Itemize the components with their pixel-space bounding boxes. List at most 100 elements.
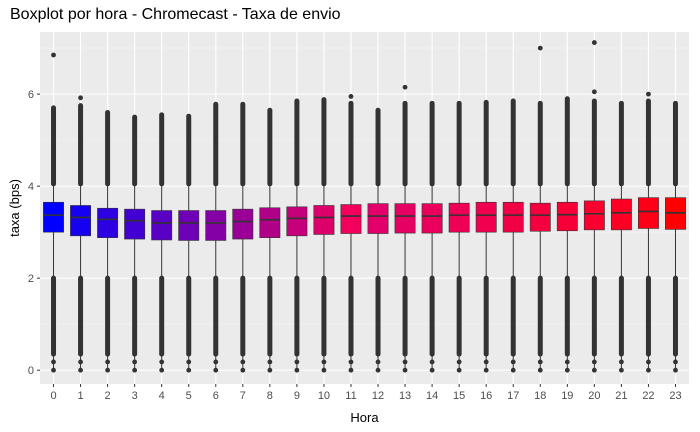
y-tick-label: 4 bbox=[28, 181, 34, 193]
outlier-point bbox=[267, 359, 273, 365]
outlier-point bbox=[456, 359, 462, 365]
outlier-point bbox=[321, 359, 327, 365]
outlier-point bbox=[591, 89, 597, 95]
outlier-point bbox=[51, 367, 56, 373]
outlier-point bbox=[510, 367, 516, 373]
box-body bbox=[124, 208, 146, 240]
box-hour-20 bbox=[583, 40, 605, 373]
outlier-point bbox=[240, 359, 246, 365]
x-tick-label: 18 bbox=[534, 390, 546, 402]
outlier-point bbox=[186, 367, 192, 373]
outlier-point bbox=[618, 359, 624, 365]
box-body bbox=[232, 208, 254, 240]
box-hour-3 bbox=[124, 114, 146, 373]
outlier-point bbox=[51, 359, 56, 365]
box-hour-7 bbox=[232, 101, 254, 373]
outlier-point bbox=[510, 359, 516, 365]
outlier-point bbox=[321, 367, 327, 373]
box-hour-0 bbox=[43, 52, 64, 373]
box-hour-8 bbox=[259, 107, 281, 373]
boxplot-series bbox=[43, 40, 686, 373]
outlier-point bbox=[132, 359, 138, 365]
box-hour-6 bbox=[205, 101, 227, 373]
outlier-point bbox=[591, 40, 597, 45]
outlier-point bbox=[537, 45, 543, 51]
x-tick-label: 12 bbox=[372, 390, 384, 402]
x-tick-label: 21 bbox=[615, 390, 627, 402]
x-tick-label: 8 bbox=[267, 390, 273, 402]
outlier-point bbox=[51, 52, 56, 58]
outlier-point bbox=[646, 359, 651, 365]
box-body bbox=[70, 205, 92, 237]
box-body bbox=[286, 206, 308, 237]
box-body bbox=[313, 205, 335, 235]
outlier-point bbox=[673, 359, 678, 365]
box-hour-17 bbox=[502, 98, 524, 373]
y-axis: 0 2 4 6 bbox=[28, 89, 40, 377]
x-tick-label: 19 bbox=[561, 390, 573, 402]
x-tick-label: 4 bbox=[159, 390, 165, 402]
x-tick-label: 7 bbox=[240, 390, 246, 402]
box-body bbox=[502, 201, 524, 233]
box-hour-4 bbox=[151, 112, 173, 373]
x-tick-label: 2 bbox=[105, 390, 111, 402]
outlier-point bbox=[429, 367, 435, 373]
box-hour-11 bbox=[340, 94, 362, 373]
chart-title: Boxplot por hora - Chromecast - Taxa de … bbox=[10, 6, 341, 23]
box-hour-23 bbox=[665, 100, 686, 373]
outlier-point bbox=[402, 367, 408, 373]
outlier-point bbox=[267, 367, 273, 373]
box-body bbox=[43, 201, 64, 233]
outlier-point bbox=[240, 367, 246, 373]
box-body bbox=[583, 200, 605, 231]
outlier-point bbox=[591, 359, 597, 365]
box-body bbox=[259, 207, 281, 238]
outlier-point bbox=[294, 367, 300, 373]
outlier-point bbox=[348, 367, 354, 373]
outlier-point bbox=[375, 359, 381, 365]
outlier-point bbox=[186, 359, 192, 365]
outlier-point bbox=[483, 359, 489, 365]
box-body bbox=[637, 197, 659, 229]
outlier-point bbox=[105, 359, 111, 365]
box-body bbox=[421, 203, 443, 234]
outlier-point bbox=[132, 367, 138, 373]
x-tick-label: 17 bbox=[507, 390, 519, 402]
x-tick-label: 5 bbox=[186, 390, 192, 402]
x-tick-label: 13 bbox=[399, 390, 411, 402]
y-tick-label: 6 bbox=[28, 89, 34, 101]
outlier-point bbox=[294, 359, 300, 365]
x-tick-label: 1 bbox=[78, 390, 84, 402]
box-hour-10 bbox=[313, 97, 335, 373]
outlier-point bbox=[564, 367, 570, 373]
outlier-point bbox=[564, 359, 570, 365]
outlier-point bbox=[159, 367, 165, 373]
box-body bbox=[394, 203, 416, 234]
x-tick-label: 3 bbox=[132, 390, 138, 402]
outlier-point bbox=[402, 84, 408, 90]
x-tick-label: 0 bbox=[50, 390, 56, 402]
box-body bbox=[367, 203, 389, 234]
box-body bbox=[97, 207, 119, 238]
y-axis-title: taxa (bps) bbox=[7, 179, 22, 237]
box-hour-14 bbox=[421, 100, 443, 373]
outlier-point bbox=[537, 367, 543, 373]
box-hour-18 bbox=[529, 45, 551, 373]
outlier-point bbox=[618, 367, 624, 373]
outlier-point bbox=[673, 367, 678, 373]
outlier-point bbox=[646, 367, 651, 373]
box-hour-1 bbox=[70, 95, 92, 373]
outlier-point bbox=[78, 367, 83, 373]
box-hour-2 bbox=[97, 110, 119, 373]
outlier-point bbox=[78, 359, 83, 365]
box-hour-15 bbox=[448, 100, 470, 373]
x-tick-label: 11 bbox=[345, 390, 356, 402]
box-hour-12 bbox=[367, 107, 389, 373]
x-tick-label: 15 bbox=[453, 390, 465, 402]
box-hour-19 bbox=[556, 96, 578, 373]
x-tick-label: 6 bbox=[213, 390, 219, 402]
x-tick-label: 23 bbox=[669, 390, 681, 402]
outlier-point bbox=[105, 367, 111, 373]
outlier-point bbox=[591, 367, 597, 373]
